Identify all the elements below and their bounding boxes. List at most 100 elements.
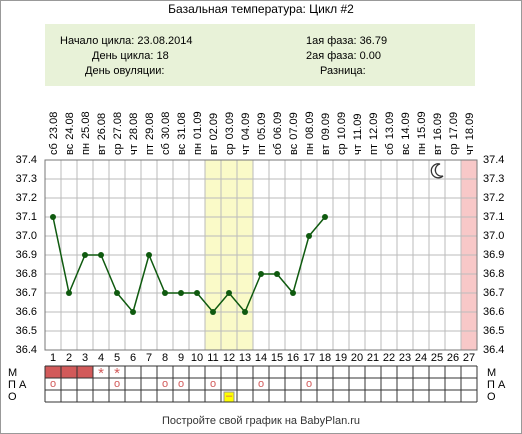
date: 08.09 — [304, 111, 316, 139]
weekday: чт — [240, 144, 252, 155]
day-label: 8 — [162, 352, 168, 364]
temperature-point — [178, 290, 184, 296]
info-text: Начало цикла: 23.08.2014 — [60, 35, 192, 47]
day-label: 18 — [319, 352, 331, 364]
temperature-point — [50, 214, 56, 220]
date-label: сб 06.09 — [272, 112, 284, 155]
day-label: 4 — [98, 352, 104, 364]
date-label: ср 27.08 — [112, 112, 124, 155]
row-symbol: o — [210, 378, 216, 390]
day-label: 13 — [239, 352, 251, 364]
date: 11.09 — [352, 114, 364, 141]
row-label: О — [8, 391, 17, 403]
temperature-point — [162, 290, 168, 296]
row-label-right: О — [487, 391, 496, 403]
temperature-point — [146, 252, 152, 258]
weekday: вс — [288, 143, 300, 155]
temperature-point — [226, 290, 232, 296]
temperature-point — [306, 233, 312, 239]
date: 27.08 — [112, 112, 124, 140]
y-tick-label: 37.1 — [16, 211, 37, 223]
y-tick-label: 36.4 — [16, 344, 37, 356]
weekday: ср — [112, 143, 124, 155]
y-tick-label: 36.8 — [16, 268, 37, 280]
temperature-point — [82, 252, 88, 258]
date-label: вс 14.09 — [400, 112, 412, 155]
y-tick-label: 37.0 — [16, 230, 37, 242]
date: 31.08 — [176, 112, 188, 140]
date-label: ср 17.09 — [448, 112, 460, 155]
weekday: вт — [208, 144, 220, 155]
day-label: 2 — [66, 352, 72, 364]
row-fill — [77, 366, 93, 378]
y-tick-label: 37.3 — [16, 173, 37, 185]
date: 30.08 — [160, 112, 172, 140]
date: 17.09 — [448, 112, 460, 140]
date-label: чт 28.08 — [128, 113, 140, 155]
date: 02.09 — [208, 113, 220, 141]
y-tick-label-right: 36.5 — [483, 325, 504, 337]
moon-icon — [430, 163, 444, 179]
weekday: сб — [48, 143, 60, 155]
day-label: 27 — [463, 352, 475, 364]
weekday: пн — [416, 143, 428, 155]
date-label: пт 29.08 — [144, 112, 156, 155]
date: 25.08 — [80, 111, 92, 139]
y-tick-label-right: 36.6 — [483, 306, 504, 318]
weekday: вт — [320, 144, 332, 155]
date-label: вс 07.09 — [288, 112, 300, 155]
info-text: Разница: — [320, 65, 366, 77]
day-label: 17 — [303, 352, 315, 364]
y-tick-label: 37.2 — [16, 192, 37, 204]
weekday: чт — [128, 144, 140, 155]
weekday: вс — [400, 143, 412, 155]
weekday: ср — [336, 143, 348, 155]
date-label: сб 13.09 — [384, 112, 396, 155]
y-tick-label-right: 37.0 — [483, 230, 504, 242]
date-label: вс 24.08 — [64, 112, 76, 155]
row-symbol: o — [258, 378, 264, 390]
row-label-right: М — [487, 367, 496, 379]
date: 15.09 — [416, 111, 428, 139]
date: 13.09 — [384, 112, 396, 140]
weekday: вс — [64, 143, 76, 155]
row-symbol: o — [306, 378, 312, 390]
date-label: чт 18.09 — [464, 113, 476, 155]
date-label: пн 08.09 — [304, 111, 316, 155]
date-label: ср 03.09 — [224, 112, 236, 155]
date: 06.09 — [272, 112, 284, 140]
y-tick-label-right: 36.9 — [483, 249, 504, 261]
row-fill — [45, 366, 61, 378]
day-label: 11 — [207, 352, 218, 364]
day-label: 9 — [178, 352, 184, 364]
weekday: ср — [448, 143, 460, 155]
info-box — [45, 24, 475, 86]
weekday: пт — [368, 144, 380, 155]
weekday: ср — [224, 143, 236, 155]
day-label: 5 — [114, 352, 120, 364]
day-label: 3 — [82, 352, 88, 364]
day-label: 22 — [383, 352, 395, 364]
day-label: 12 — [223, 352, 235, 364]
row-label-right: П А — [487, 379, 506, 391]
date-label: пн 25.08 — [80, 111, 92, 155]
day-label: 14 — [255, 352, 267, 364]
weekday: вт — [432, 144, 444, 155]
temperature-point — [274, 271, 280, 277]
row-symbol: o — [162, 378, 168, 390]
date-label: вт 26.08 — [96, 113, 108, 155]
date-label: вт 16.09 — [432, 113, 444, 155]
row-symbol: * — [114, 365, 120, 382]
temperature-point — [242, 309, 248, 315]
day-label: 16 — [287, 352, 299, 364]
date-label: пт 12.09 — [368, 112, 380, 155]
date-label: пн 01.09 — [192, 111, 204, 155]
date: 28.08 — [128, 113, 140, 141]
y-tick-label: 36.5 — [16, 325, 37, 337]
weekday: пн — [80, 143, 92, 155]
y-tick-label-right: 37.3 — [483, 173, 504, 185]
date: 03.09 — [224, 112, 236, 140]
temperature-point — [114, 290, 120, 296]
row-symbol: * — [98, 365, 104, 382]
